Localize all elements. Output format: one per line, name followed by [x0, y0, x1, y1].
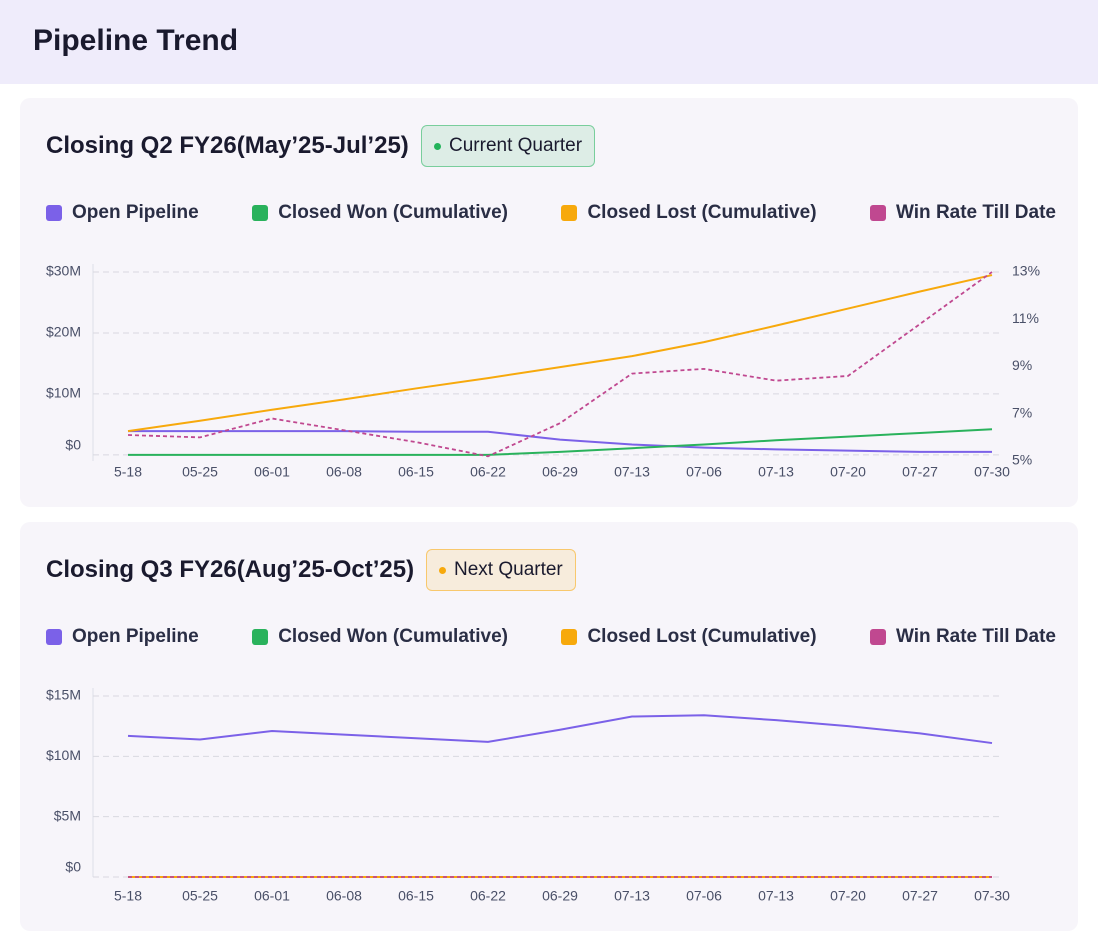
badge-dot	[439, 566, 446, 574]
x-tick-label: 07-27	[902, 888, 938, 904]
y2-tick-label: 5%	[1012, 452, 1032, 468]
y-tick-label: $20M	[46, 324, 81, 340]
legend-swatch	[252, 629, 269, 645]
x-tick-label: 06-29	[542, 464, 578, 480]
x-tick-label: 07-06	[686, 888, 722, 904]
x-tick-label: 07-06	[686, 464, 722, 480]
header: Pipeline Trend	[0, 0, 1098, 84]
badge-dot	[434, 142, 441, 150]
legend-label: Closed Lost (Cumulative)	[587, 626, 817, 647]
badge: Current Quarter	[421, 125, 596, 167]
x-tick-label: 06-15	[398, 464, 434, 480]
legend-item: Closed Won (Cumulative)	[252, 202, 508, 224]
x-tick-label: 06-22	[470, 464, 506, 480]
x-tick-label: 07-13	[614, 464, 650, 480]
x-tick-label: 5-18	[114, 888, 142, 904]
y-tick-label: $0	[65, 437, 81, 453]
legend-label: Closed Won (Cumulative)	[278, 626, 508, 647]
series-line	[128, 430, 992, 453]
y2-tick-label: 9%	[1012, 357, 1032, 373]
series-line	[128, 428, 993, 456]
chart-card: Closing Q3 FY26(Aug’25-Oct’25) Next Quart…	[20, 522, 1078, 931]
legend-item: Closed Lost (Cumulative)	[561, 626, 817, 648]
series-line	[127, 271, 993, 458]
x-tick-label: 06-29	[542, 888, 578, 904]
series-line	[127, 274, 993, 433]
legend-label: Open Pipeline	[72, 626, 199, 647]
legend-label: Open Pipeline	[72, 202, 199, 223]
card-title: Closing Q2 FY26(May’25-Jul’25)	[46, 132, 409, 159]
plot: $0 $5M $10M $15M 5-18 05-25 06-01 06-08 06-15 06-…	[46, 687, 1010, 904]
card-title: Closing Q3 FY26(Aug’25-Oct’25)	[46, 556, 415, 583]
badge: Next Quarter	[426, 549, 576, 591]
page-title: Pipeline Trend	[33, 24, 239, 57]
x-tick-label: 07-30	[974, 464, 1010, 480]
legend-item: Win Rate Till Date	[870, 202, 1056, 224]
x-tick-label: 05-25	[182, 464, 218, 480]
legend-item: Closed Lost (Cumulative)	[561, 202, 817, 224]
x-tick-label: 07-13	[758, 464, 794, 480]
chart-card: Closing Q2 FY26(May’25-Jul’25) Current Qu…	[20, 98, 1078, 507]
x-tick-label: 06-08	[326, 464, 362, 480]
legend-swatch	[561, 205, 578, 221]
x-tick-label: 07-20	[830, 888, 866, 904]
badge-label: Current Quarter	[449, 135, 583, 156]
y2-tick-label: 7%	[1012, 404, 1032, 420]
y-tick-label: $30M	[46, 263, 81, 279]
badge-label: Next Quarter	[454, 559, 563, 580]
x-tick-label: 07-20	[830, 464, 866, 480]
x-tick-label: 07-30	[974, 888, 1010, 904]
y2-tick-label: 13%	[1012, 263, 1040, 279]
legend: Open Pipeline Closed Won (Cumulative) Clos…	[46, 202, 1056, 224]
legend-label: Closed Lost (Cumulative)	[587, 202, 817, 223]
x-tick-label: 06-01	[254, 888, 290, 904]
legend-swatch	[870, 205, 887, 221]
y-tick-label: $10M	[46, 747, 81, 763]
legend-item: Open Pipeline	[46, 202, 199, 224]
x-tick-label: 06-15	[398, 888, 434, 904]
x-tick-label: 06-01	[254, 464, 290, 480]
y-tick-label: $15M	[46, 687, 81, 703]
y-tick-label: $5M	[54, 807, 81, 823]
x-tick-label: 06-08	[326, 888, 362, 904]
plot: $0 $10M $20M $30M 5% 7% 9% 11% 13% 5-18 05-25 06-01…	[46, 263, 1040, 480]
legend-item: Closed Won (Cumulative)	[252, 626, 508, 648]
x-tick-label: 07-27	[902, 464, 938, 480]
legend-item: Win Rate Till Date	[870, 626, 1056, 648]
y-tick-label: $10M	[46, 385, 81, 401]
x-tick-label: 06-22	[470, 888, 506, 904]
legend: Open Pipeline Closed Won (Cumulative) Clos…	[46, 626, 1056, 648]
x-tick-label: 05-25	[182, 888, 218, 904]
y2-tick-label: 11%	[1012, 310, 1039, 326]
legend-swatch	[46, 205, 62, 221]
x-tick-label: 07-13	[758, 888, 794, 904]
legend-swatch	[561, 629, 578, 645]
series-line	[127, 714, 993, 745]
x-tick-label: 07-13	[614, 888, 650, 904]
legend-swatch	[870, 629, 887, 645]
y-tick-label: $0	[65, 859, 81, 875]
legend-swatch	[46, 629, 62, 645]
legend-label: Win Rate Till Date	[896, 202, 1056, 223]
legend-swatch	[252, 205, 269, 221]
legend-label: Closed Won (Cumulative)	[278, 202, 508, 223]
legend-item: Open Pipeline	[46, 626, 199, 648]
legend-label: Win Rate Till Date	[896, 626, 1056, 647]
x-tick-label: 5-18	[114, 464, 142, 480]
